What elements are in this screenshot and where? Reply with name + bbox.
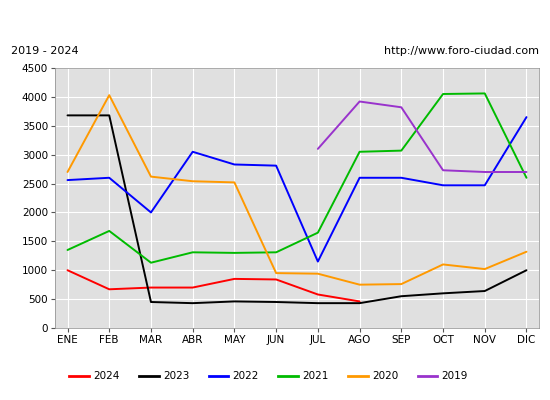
Text: Evolucion Nº Turistas Extranjeros en el municipio de Lújar: Evolucion Nº Turistas Extranjeros en el … <box>54 10 496 26</box>
Text: 2020: 2020 <box>372 371 398 381</box>
Text: 2019: 2019 <box>442 371 468 381</box>
Text: 2024: 2024 <box>93 371 119 381</box>
Text: http://www.foro-ciudad.com: http://www.foro-ciudad.com <box>384 46 539 56</box>
Text: 2022: 2022 <box>233 371 259 381</box>
Text: 2021: 2021 <box>302 371 328 381</box>
Text: 2023: 2023 <box>163 371 189 381</box>
Text: 2019 - 2024: 2019 - 2024 <box>11 46 79 56</box>
